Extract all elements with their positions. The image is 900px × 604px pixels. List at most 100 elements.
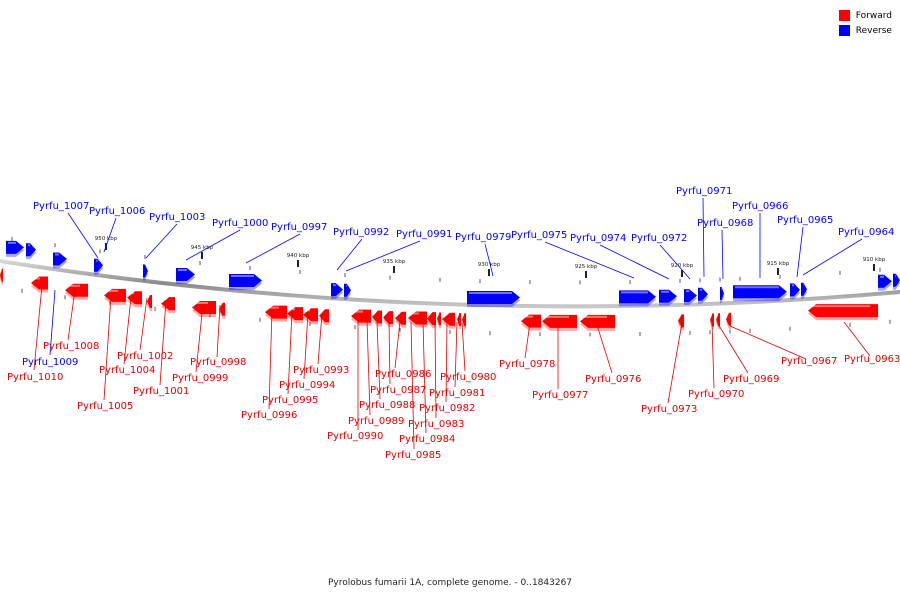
forward-label-pyrfu-0977[interactable]: Pyrfu_0977 <box>532 390 588 401</box>
forward-gene-2[interactable] <box>65 283 88 300</box>
reverse-label-pyrfu-1007[interactable]: Pyrfu_1007 <box>33 201 89 212</box>
reverse-gene-18[interactable] <box>878 274 892 291</box>
forward-gene-5[interactable] <box>147 295 152 312</box>
forward-gene-26[interactable] <box>678 314 684 331</box>
forward-gene-22[interactable] <box>462 313 466 330</box>
reverse-label-pyrfu-0972[interactable]: Pyrfu_0972 <box>631 233 687 244</box>
forward-gene-21[interactable] <box>457 313 461 330</box>
forward-label-pyrfu-0994[interactable]: Pyrfu_0994 <box>279 380 335 391</box>
forward-label-pyrfu-0984[interactable]: Pyrfu_0984 <box>399 434 455 445</box>
forward-label-pyrfu-0990[interactable]: Pyrfu_0990 <box>327 431 383 442</box>
forward-label-pyrfu-0973[interactable]: Pyrfu_0973 <box>641 404 697 415</box>
forward-label-pyrfu-0993[interactable]: Pyrfu_0993 <box>293 365 349 376</box>
forward-label-pyrfu-0970[interactable]: Pyrfu_0970 <box>688 389 744 400</box>
forward-gene-30[interactable] <box>808 304 878 321</box>
forward-gene-19[interactable] <box>437 312 441 329</box>
forward-gene-13[interactable] <box>351 309 371 326</box>
forward-gene-23[interactable] <box>521 314 541 331</box>
reverse-gene-11[interactable] <box>659 289 677 306</box>
forward-label-pyrfu-1005[interactable]: Pyrfu_1005 <box>77 401 133 412</box>
reverse-gene-3[interactable] <box>94 258 103 275</box>
forward-gene-8[interactable] <box>219 302 225 319</box>
forward-gene-18[interactable] <box>427 312 436 329</box>
reverse-label-pyrfu-0975[interactable]: Pyrfu_0975 <box>511 230 567 241</box>
reverse-gene-7[interactable] <box>331 283 343 300</box>
forward-label-pyrfu-0976[interactable]: Pyrfu_0976 <box>585 374 641 385</box>
reverse-gene-5[interactable] <box>176 268 195 285</box>
reverse-gene-19[interactable] <box>893 273 900 290</box>
forward-gene-17[interactable] <box>408 311 427 328</box>
forward-gene-20[interactable] <box>442 312 455 329</box>
forward-label-pyrfu-0983[interactable]: Pyrfu_0983 <box>408 419 464 430</box>
forward-gene-6[interactable] <box>161 297 175 314</box>
forward-label-pyrfu-0988[interactable]: Pyrfu_0988 <box>359 400 415 411</box>
reverse-label-pyrfu-0965[interactable]: Pyrfu_0965 <box>777 215 833 226</box>
forward-gene-11[interactable] <box>303 308 318 325</box>
forward-label-pyrfu-0989[interactable]: Pyrfu_0989 <box>348 416 404 427</box>
reverse-gene-2[interactable] <box>53 252 67 269</box>
reverse-label-pyrfu-1003[interactable]: Pyrfu_1003 <box>149 212 205 223</box>
forward-label-pyrfu-0995[interactable]: Pyrfu_0995 <box>262 395 318 406</box>
reverse-label-pyrfu-1009[interactable]: Pyrfu_1009 <box>22 357 78 368</box>
reverse-label-pyrfu-1006[interactable]: Pyrfu_1006 <box>89 206 145 217</box>
reverse-label-pyrfu-0964[interactable]: Pyrfu_0964 <box>838 227 894 238</box>
reverse-gene-10[interactable] <box>619 290 656 307</box>
reverse-label-pyrfu-0968[interactable]: Pyrfu_0968 <box>697 218 753 229</box>
reverse-label-pyrfu-0979[interactable]: Pyrfu_0979 <box>455 232 511 243</box>
forward-gene-10[interactable] <box>287 307 303 324</box>
forward-gene-15[interactable] <box>383 311 393 328</box>
forward-gene-12[interactable] <box>319 309 329 326</box>
forward-label-pyrfu-0986[interactable]: Pyrfu_0986 <box>375 369 431 380</box>
forward-gene-24[interactable] <box>542 314 577 331</box>
forward-label-pyrfu-0978[interactable]: Pyrfu_0978 <box>499 359 555 370</box>
reverse-gene-12[interactable] <box>684 289 697 306</box>
reverse-gene-6[interactable] <box>229 273 262 290</box>
reverse-gene-16[interactable] <box>790 283 800 300</box>
reverse-label-pyrfu-0991[interactable]: Pyrfu_0991 <box>396 229 452 240</box>
reverse-label-pyrfu-0997[interactable]: Pyrfu_0997 <box>271 222 327 233</box>
forward-label-pyrfu-0999[interactable]: Pyrfu_0999 <box>172 373 228 384</box>
reverse-label-pyrfu-0971[interactable]: Pyrfu_0971 <box>676 186 732 197</box>
reverse-gene-14[interactable] <box>720 286 724 303</box>
reverse-gene-8[interactable] <box>344 283 351 300</box>
reverse-gene-13[interactable] <box>698 287 708 304</box>
forward-gene-3[interactable] <box>104 288 126 305</box>
forward-label-pyrfu-1008[interactable]: Pyrfu_1008 <box>43 341 99 352</box>
forward-label-pyrfu-0963[interactable]: Pyrfu_0963 <box>844 354 900 365</box>
forward-gene-14[interactable] <box>372 310 382 327</box>
reverse-gene-1[interactable] <box>26 243 36 260</box>
reverse-label-pyrfu-0992[interactable]: Pyrfu_0992 <box>333 227 389 238</box>
reverse-label-pyrfu-0966[interactable]: Pyrfu_0966 <box>732 201 788 212</box>
forward-gene-16[interactable] <box>395 311 406 328</box>
forward-label-pyrfu-0967[interactable]: Pyrfu_0967 <box>781 356 837 367</box>
reverse-gene-17[interactable] <box>801 282 807 299</box>
reverse-gene-4[interactable] <box>143 264 148 281</box>
forward-gene-7[interactable] <box>192 300 216 317</box>
reverse-label-pyrfu-0974[interactable]: Pyrfu_0974 <box>570 233 626 244</box>
reverse-gene-15[interactable] <box>733 285 787 302</box>
forward-label-pyrfu-0998[interactable]: Pyrfu_0998 <box>190 357 246 368</box>
forward-gene-0[interactable] <box>0 268 3 285</box>
forward-label-pyrfu-1010[interactable]: Pyrfu_1010 <box>7 372 63 383</box>
forward-label-pyrfu-1001[interactable]: Pyrfu_1001 <box>133 386 189 397</box>
forward-label-pyrfu-1004[interactable]: Pyrfu_1004 <box>99 365 155 376</box>
reverse-gene-0[interactable] <box>6 240 24 257</box>
forward-label-pyrfu-0982[interactable]: Pyrfu_0982 <box>419 403 475 414</box>
forward-gene-27[interactable] <box>710 313 714 330</box>
forward-gene-29[interactable] <box>726 312 731 329</box>
forward-label-pyrfu-1002[interactable]: Pyrfu_1002 <box>117 351 173 362</box>
reverse-label-pyrfu-1000[interactable]: Pyrfu_1000 <box>212 218 268 229</box>
forward-gene-4[interactable] <box>127 291 142 308</box>
forward-label-pyrfu-0981[interactable]: Pyrfu_0981 <box>429 388 485 399</box>
forward-gene-25[interactable] <box>580 314 615 331</box>
reverse-gene-9[interactable] <box>467 290 520 307</box>
legend-reverse[interactable]: Reverse <box>838 23 892 38</box>
forward-label-pyrfu-0969[interactable]: Pyrfu_0969 <box>723 374 779 385</box>
forward-gene-9[interactable] <box>265 305 287 322</box>
legend-forward[interactable]: Forward <box>838 8 892 23</box>
forward-gene-1[interactable] <box>31 276 48 293</box>
forward-label-pyrfu-0987[interactable]: Pyrfu_0987 <box>370 385 426 396</box>
forward-label-pyrfu-0985[interactable]: Pyrfu_0985 <box>385 450 441 461</box>
forward-label-pyrfu-0996[interactable]: Pyrfu_0996 <box>241 410 297 421</box>
forward-label-pyrfu-0980[interactable]: Pyrfu_0980 <box>440 372 496 383</box>
